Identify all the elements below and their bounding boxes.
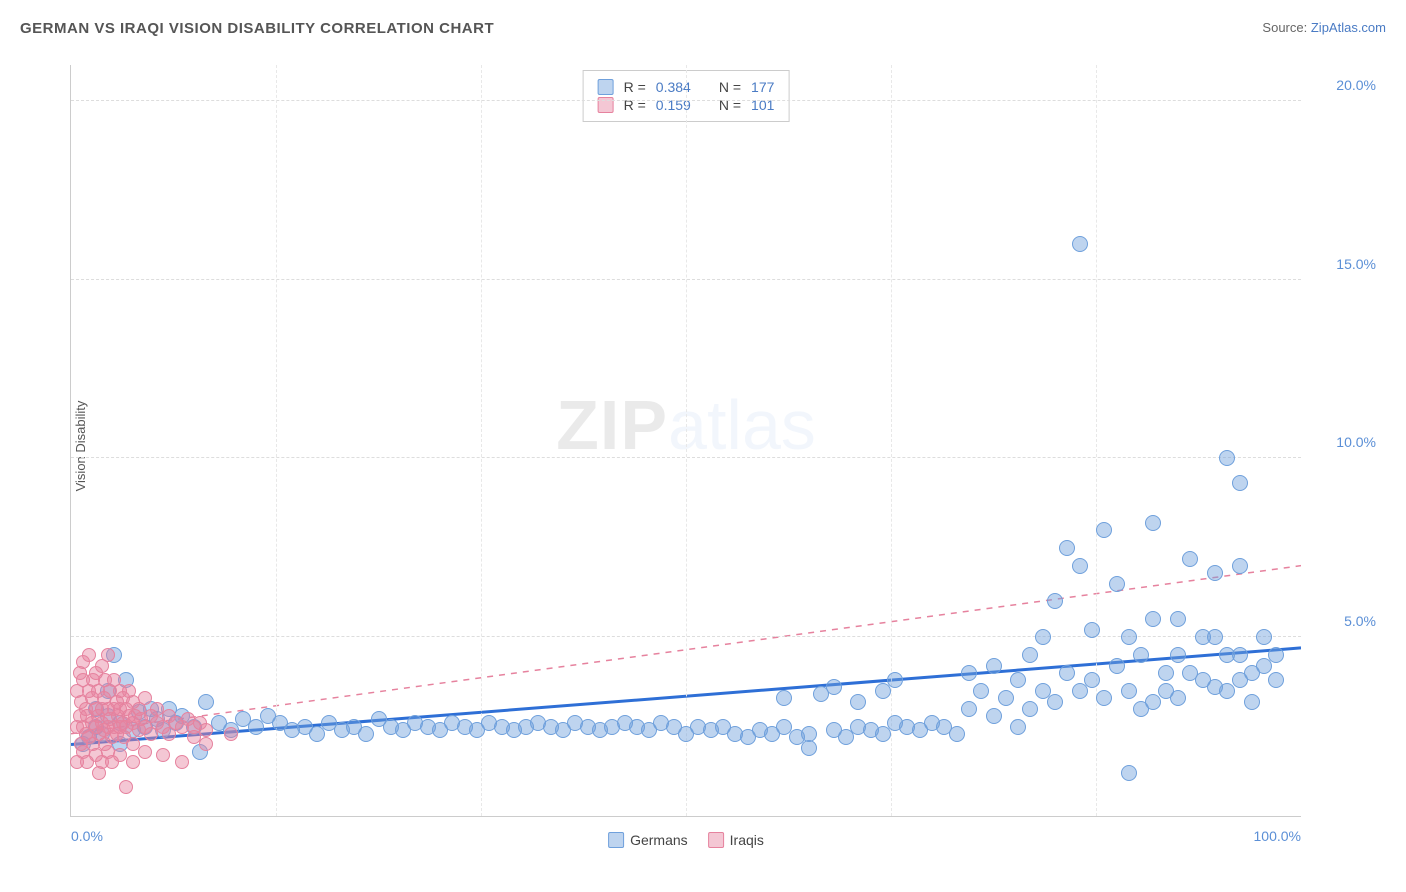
scatter-point: [1182, 551, 1198, 567]
legend-series-label: Iraqis: [730, 832, 764, 848]
scatter-point: [199, 723, 213, 737]
scatter-point: [126, 755, 140, 769]
x-tick-max: 100.0%: [1254, 828, 1301, 844]
scatter-point: [1010, 719, 1026, 735]
legend-series: Germans Iraqis: [608, 832, 764, 848]
plot-area: ZIPatlas 0.0% 100.0% R =0.384N =177R =0.…: [70, 65, 1301, 817]
scatter-point: [961, 701, 977, 717]
vgridline: [481, 65, 482, 816]
scatter-point: [1219, 450, 1235, 466]
legend-swatch: [598, 79, 614, 95]
scatter-point: [1170, 690, 1186, 706]
scatter-point: [1256, 629, 1272, 645]
scatter-point: [1158, 665, 1174, 681]
scatter-point: [801, 740, 817, 756]
scatter-point: [1232, 647, 1248, 663]
scatter-point: [156, 748, 170, 762]
scatter-point: [1084, 622, 1100, 638]
scatter-point: [1145, 515, 1161, 531]
scatter-point: [961, 665, 977, 681]
scatter-point: [1268, 647, 1284, 663]
y-tick-label: 20.0%: [1336, 77, 1376, 93]
scatter-point: [1059, 665, 1075, 681]
scatter-point: [986, 708, 1002, 724]
scatter-point: [82, 648, 96, 662]
scatter-point: [101, 648, 115, 662]
watermark-atlas: atlas: [668, 386, 816, 464]
legend-n-value: 177: [751, 79, 774, 95]
vgridline: [891, 65, 892, 816]
legend-n-label: N =: [719, 79, 741, 95]
legend-series-item: Iraqis: [708, 832, 764, 848]
scatter-point: [358, 726, 374, 742]
x-tick-min: 0.0%: [71, 828, 103, 844]
legend-r-label: R =: [624, 79, 646, 95]
scatter-point: [1109, 576, 1125, 592]
scatter-point: [175, 755, 189, 769]
source-text: Source: ZipAtlas.com: [1262, 20, 1386, 35]
scatter-point: [1084, 672, 1100, 688]
scatter-point: [1121, 683, 1137, 699]
scatter-point: [1121, 629, 1137, 645]
source-link[interactable]: ZipAtlas.com: [1311, 20, 1386, 35]
scatter-point: [826, 679, 842, 695]
chart-title: GERMAN VS IRAQI VISION DISABILITY CORREL…: [20, 20, 494, 37]
scatter-point: [1010, 672, 1026, 688]
y-tick-label: 10.0%: [1336, 434, 1376, 450]
scatter-point: [1072, 236, 1088, 252]
scatter-point: [199, 737, 213, 751]
scatter-point: [949, 726, 965, 742]
scatter-point: [850, 694, 866, 710]
scatter-point: [887, 672, 903, 688]
scatter-point: [1170, 647, 1186, 663]
scatter-point: [1121, 765, 1137, 781]
scatter-point: [986, 658, 1002, 674]
scatter-point: [1096, 690, 1112, 706]
scatter-point: [1244, 694, 1260, 710]
scatter-point: [198, 694, 214, 710]
scatter-point: [138, 691, 152, 705]
scatter-point: [1133, 647, 1149, 663]
source-label: Source:: [1262, 20, 1307, 35]
scatter-point: [119, 780, 133, 794]
scatter-point: [1035, 629, 1051, 645]
legend-swatch: [708, 832, 724, 848]
scatter-point: [1047, 694, 1063, 710]
scatter-point: [224, 727, 238, 741]
scatter-point: [1145, 611, 1161, 627]
vgridline: [686, 65, 687, 816]
legend-series-item: Germans: [608, 832, 688, 848]
y-tick-label: 15.0%: [1336, 256, 1376, 272]
legend-series-label: Germans: [630, 832, 688, 848]
scatter-point: [1096, 522, 1112, 538]
scatter-point: [1170, 611, 1186, 627]
scatter-point: [1022, 647, 1038, 663]
vgridline: [276, 65, 277, 816]
chart-container: GERMAN VS IRAQI VISION DISABILITY CORREL…: [20, 20, 1386, 872]
vgridline: [1096, 65, 1097, 816]
scatter-point: [1047, 593, 1063, 609]
scatter-point: [1109, 658, 1125, 674]
scatter-point: [998, 690, 1014, 706]
scatter-point: [1072, 558, 1088, 574]
scatter-point: [973, 683, 989, 699]
legend-swatch: [608, 832, 624, 848]
scatter-point: [1207, 629, 1223, 645]
scatter-point: [1059, 540, 1075, 556]
scatter-point: [1232, 558, 1248, 574]
scatter-point: [1207, 565, 1223, 581]
scatter-point: [1268, 672, 1284, 688]
watermark-zip: ZIP: [556, 386, 668, 464]
scatter-point: [1022, 701, 1038, 717]
scatter-point: [776, 690, 792, 706]
scatter-point: [138, 745, 152, 759]
scatter-point: [1232, 475, 1248, 491]
y-tick-label: 5.0%: [1344, 613, 1376, 629]
